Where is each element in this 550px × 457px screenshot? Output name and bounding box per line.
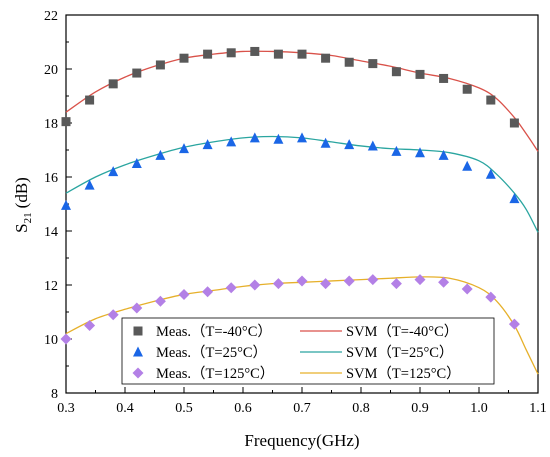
- data-point-diamond: [508, 318, 520, 330]
- data-point-diamond: [343, 275, 355, 287]
- data-point-diamond: [296, 275, 308, 287]
- data-point-square: [321, 53, 331, 63]
- data-point-square: [368, 59, 378, 69]
- data-point-square: [415, 69, 425, 79]
- data-point-diamond: [225, 282, 237, 294]
- data-point-diamond: [84, 320, 96, 331]
- measurement-markers: [60, 46, 520, 345]
- data-point-diamond: [461, 283, 473, 295]
- y-tick-label: 16: [44, 171, 58, 186]
- data-point-diamond: [131, 302, 143, 314]
- data-point-square: [132, 68, 142, 78]
- data-point-square: [61, 117, 71, 127]
- y-tick-label: 8: [51, 387, 58, 402]
- data-point-triangle: [155, 149, 166, 160]
- legend-label: SVM（T=-40°C）: [346, 323, 458, 340]
- data-point-diamond: [485, 291, 497, 303]
- legend-marker-square: [133, 326, 143, 336]
- data-point-diamond: [367, 274, 379, 286]
- legend-marker-triangle: [133, 346, 143, 357]
- data-point-diamond: [320, 278, 332, 290]
- data-point-diamond: [60, 333, 72, 345]
- data-point-triangle: [61, 199, 71, 210]
- data-point-square: [179, 53, 189, 63]
- x-tick-label: 0.6: [234, 401, 252, 416]
- data-point-triangle: [226, 136, 237, 147]
- legend: Meas.（T=-40°C） Meas.（T=25°C） Meas.（T=125°C…: [121, 317, 495, 385]
- data-point-diamond: [272, 278, 284, 290]
- y-tick-label: 12: [44, 279, 58, 294]
- x-axis-title: Frequency(GHz): [244, 431, 359, 450]
- data-point-triangle: [509, 193, 520, 204]
- data-point-square: [250, 46, 260, 56]
- data-point-square: [462, 84, 472, 94]
- data-point-square: [509, 118, 519, 128]
- x-tick-label: 1.1: [529, 401, 547, 416]
- svm-line-4: [65, 135, 539, 233]
- y-tick-label: 14: [44, 225, 58, 240]
- data-point-square: [297, 49, 307, 59]
- data-point-diamond: [178, 288, 190, 300]
- data-point-square: [155, 60, 165, 70]
- legend-label: Meas.（T=125°C）: [156, 365, 274, 382]
- legend-label: SVM（T=125°C）: [346, 365, 461, 382]
- svm-line-3: [65, 50, 539, 152]
- y-tick-label: 10: [44, 333, 58, 348]
- data-point-triangle: [297, 132, 307, 143]
- data-point-square: [203, 49, 213, 59]
- y-axis-title-subscript: 21: [22, 212, 34, 223]
- data-point-triangle: [320, 137, 331, 148]
- data-point-square: [226, 48, 236, 58]
- data-point-triangle: [485, 168, 496, 179]
- x-tick-label: 0.8: [352, 401, 370, 416]
- legend-marker-diamond: [132, 367, 144, 379]
- data-point-triangle: [438, 149, 449, 160]
- y-tick-label: 20: [44, 63, 58, 78]
- x-tick-label: 0.3: [57, 401, 75, 416]
- data-point-square: [85, 95, 95, 105]
- data-point-diamond: [202, 286, 214, 298]
- data-point-triangle: [367, 140, 378, 151]
- data-point-square: [439, 73, 449, 83]
- x-tick-label: 0.5: [175, 401, 193, 416]
- legend-label: SVM（T=25°C）: [346, 344, 453, 361]
- x-tick-label: 0.7: [293, 401, 311, 416]
- data-point-triangle: [131, 158, 142, 168]
- data-point-triangle: [415, 147, 425, 158]
- x-tick-label: 1.0: [470, 401, 488, 416]
- data-point-diamond: [154, 295, 166, 307]
- data-point-triangle: [273, 133, 284, 144]
- data-point-triangle: [344, 139, 355, 150]
- y-axis-title: S21 (dB): [12, 177, 34, 233]
- data-point-diamond: [249, 279, 261, 291]
- data-point-square: [486, 95, 496, 105]
- svm-lines: [65, 50, 539, 375]
- data-point-diamond: [438, 276, 450, 288]
- data-point-triangle: [462, 160, 473, 171]
- data-point-square: [391, 67, 401, 77]
- legend-label: Meas.（T=25°C）: [156, 344, 267, 361]
- data-point-triangle: [391, 145, 402, 156]
- y-axis-title-unit: (dB): [12, 177, 31, 208]
- data-point-square: [108, 79, 118, 89]
- data-point-square: [344, 57, 354, 67]
- legend-label: Meas.（T=-40°C）: [156, 323, 272, 340]
- data-point-diamond: [107, 309, 119, 321]
- x-tick-label: 0.4: [116, 401, 134, 416]
- y-axis-title-main: S: [12, 223, 31, 232]
- data-point-triangle: [202, 139, 213, 150]
- data-point-diamond: [414, 274, 426, 286]
- data-point-square: [273, 49, 283, 59]
- x-tick-label: 0.9: [411, 401, 429, 416]
- data-point-triangle: [108, 166, 119, 177]
- data-point-diamond: [390, 278, 402, 290]
- x-axis-ticks: 0.3 0.4 0.5 0.6 0.7 0.8 0.9 1.0 1.1: [57, 387, 547, 416]
- y-tick-label: 18: [44, 117, 58, 132]
- data-point-triangle: [249, 132, 260, 143]
- y-tick-label: 22: [44, 9, 58, 24]
- data-point-triangle: [179, 143, 189, 154]
- data-point-triangle: [84, 179, 95, 190]
- svm-line-5: [65, 276, 539, 375]
